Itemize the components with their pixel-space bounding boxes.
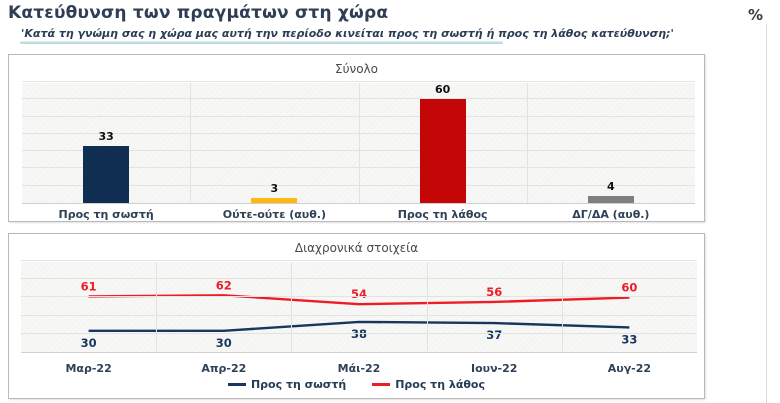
subtitle-highlight-line: [20, 41, 503, 44]
bar-chart-category-axis: Προς τη σωστή Ούτε-ούτε (αυθ.) Προς τη λάθ…: [22, 208, 695, 221]
total-bar-chart-panel: Σύνολο 33 3 60 4 Προς τη σωστή Ούτε-ούτε (αυ…: [8, 54, 705, 222]
survey-question-text: 'Κατά τη γνώμη σας η χώρα μας αυτή την π…: [21, 27, 674, 40]
data-point-label: 60: [621, 281, 637, 295]
category-separator: [291, 262, 293, 352]
data-point-label: 30: [216, 336, 232, 350]
category-separator: [156, 262, 158, 352]
category-separator: [561, 262, 563, 352]
legend-item: Προς τη λάθος: [372, 378, 485, 391]
bar-value-label: 33: [98, 129, 114, 143]
trend-line-chart-panel: Διαχρονικά στοιχεία 30 30 38 37 33 61 62 54 56 60…: [8, 233, 705, 399]
right-divider-line: [766, 24, 767, 403]
line-chart-title: Διαχρονικά στοιχεία: [294, 241, 419, 255]
category-label: ΔΓ/ΔΑ (αυθ.): [572, 208, 650, 221]
bar-value-label: 3: [270, 181, 279, 195]
category-separator: [526, 83, 528, 203]
legend-item: Προς τη σωστή: [227, 378, 347, 391]
line-series-canvas: 30 30 38 37 33 61 62 54 56 60: [81, 278, 638, 350]
gridline: [21, 278, 697, 280]
x-axis-label: Απρ-22: [201, 362, 247, 375]
bar-0: [83, 145, 130, 203]
x-axis-label: Ιουν-22: [470, 362, 518, 375]
bar-value-label: 60: [434, 83, 451, 97]
data-point-label: 61: [81, 279, 97, 293]
category-separator: [358, 83, 360, 203]
series-line: [88, 294, 630, 306]
legend-line-swatch: [227, 383, 246, 386]
data-point-label: 56: [486, 285, 502, 299]
data-point-label: 62: [216, 278, 232, 292]
page-title: Κατεύθυνση των πραγμάτων στη χώρα: [8, 3, 389, 23]
x-axis-label: Μαρ-22: [65, 362, 112, 375]
line-chart-plot-area: 30 30 38 37 33 61 62 54 56 60: [21, 260, 697, 353]
data-point-label: 37: [486, 328, 502, 342]
category-label: Προς τη λάθος: [397, 208, 488, 221]
legend-label: Προς τη σωστή: [250, 378, 347, 391]
bar-chart-plot-area: 33 3 60 4: [22, 81, 695, 204]
bar-1: [251, 197, 298, 203]
category-separator: [190, 83, 192, 203]
legend-label: Προς τη λάθος: [395, 378, 486, 391]
category-separator: [426, 262, 428, 352]
data-point-label: 38: [351, 327, 367, 341]
bar-chart-title: Σύνολο: [334, 62, 378, 76]
x-axis-label: Αυγ-22: [607, 362, 652, 375]
gridline: [21, 314, 697, 316]
x-axis-label: Μάι-22: [337, 362, 381, 375]
bar-value-label: 4: [607, 180, 615, 194]
category-label: Ούτε-ούτε (αυθ.): [222, 208, 326, 221]
gridline: [22, 81, 695, 82]
data-point-label: 33: [621, 332, 637, 346]
data-point-label: 54: [351, 287, 367, 301]
category-label: Προς τη σωστή: [58, 208, 154, 221]
data-point-label: 30: [81, 336, 97, 350]
legend-line-swatch: [372, 383, 391, 386]
series-line: [88, 320, 630, 333]
bar-2: [419, 99, 466, 203]
line-chart-x-axis: Μαρ-22 Απρ-22 Μάι-22 Ιουν-22 Αυγ-22: [21, 362, 697, 375]
gridline: [21, 260, 697, 261]
gridline: [21, 296, 697, 298]
percent-unit-label: %: [748, 6, 764, 24]
gridline: [21, 332, 697, 334]
line-chart-legend: Προς τη σωστή Προς τη λάθος: [9, 378, 704, 391]
bar-3: [587, 196, 634, 203]
